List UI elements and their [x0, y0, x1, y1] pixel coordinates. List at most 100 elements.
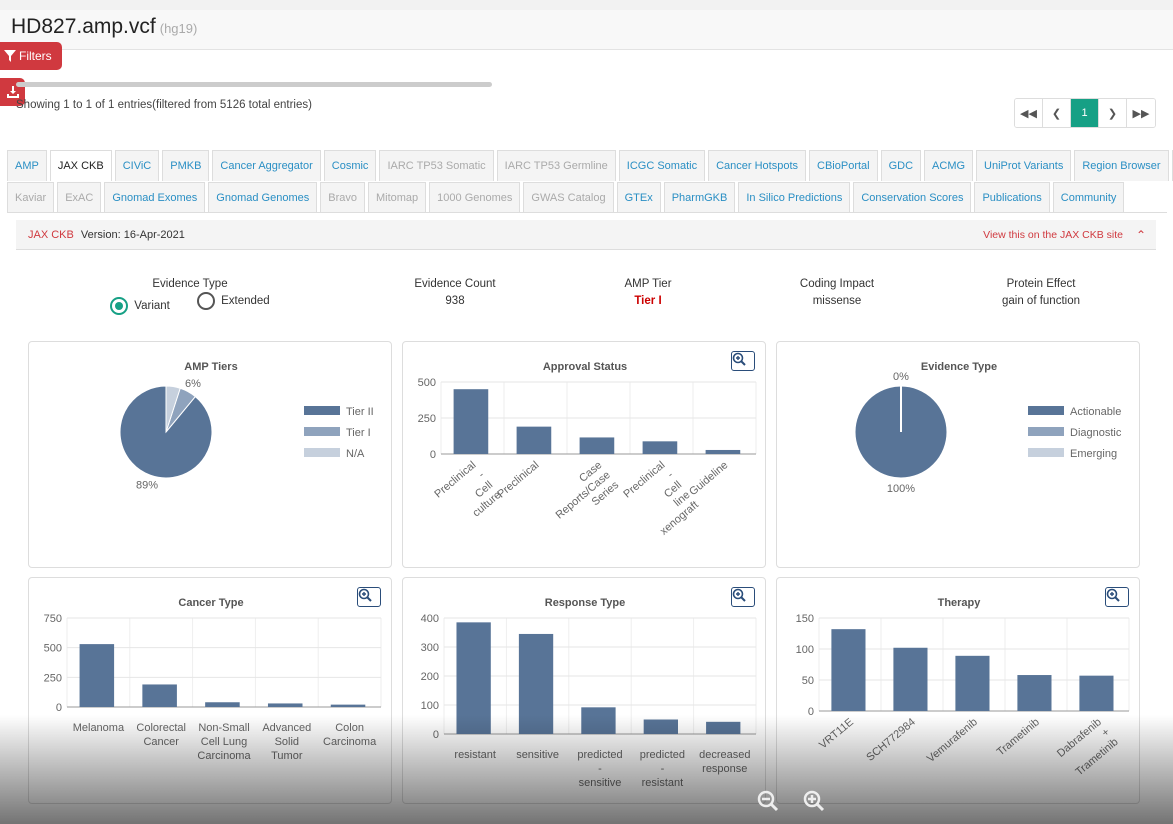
tab-gdc[interactable]: GDC [880, 150, 922, 181]
tab-uniprot-variants[interactable]: UniProt Variants [976, 150, 1072, 181]
tab-publications[interactable]: Publications [974, 182, 1050, 213]
tab-acmg[interactable]: ACMG [924, 150, 974, 181]
label-line: resistant [454, 749, 496, 761]
horizontal-scrollbar[interactable] [16, 82, 492, 87]
bar [142, 684, 177, 707]
tab-exac[interactable]: ExAC [57, 182, 102, 213]
y-tick-label: 250 [44, 672, 62, 684]
tab-bravo[interactable]: Bravo [320, 182, 365, 213]
y-tick-label: 0 [56, 702, 62, 714]
external-site-link[interactable]: View this on the JAX CKB site [983, 229, 1123, 241]
x-tick-label: sensitive [516, 749, 559, 761]
legend-swatch [1028, 448, 1064, 457]
tab-in-silico-predictions[interactable]: In Silico Predictions [738, 182, 851, 213]
tab-gnomad-genomes[interactable]: Gnomad Genomes [208, 182, 318, 213]
bar [1079, 675, 1114, 711]
x-tick-label: Melanoma [73, 722, 125, 734]
tab-amp[interactable]: AMP [7, 150, 47, 181]
tab-clinvar[interactable]: ClinVar [1171, 150, 1173, 181]
bar [831, 629, 866, 711]
tab-community[interactable]: Community [1052, 182, 1125, 213]
chart-zoom-button[interactable] [731, 351, 755, 371]
radio-checked-icon [110, 297, 129, 315]
therapy-chart: Therapy 0 50 100 150 VRT11E SCH772984 Vemurafen… [776, 577, 1140, 804]
chevron-up-icon[interactable]: ⌃ [1135, 228, 1146, 242]
next-page-button[interactable]: ❯ [1099, 99, 1127, 127]
tab-1000-genomes[interactable]: 1000 Genomes [429, 182, 521, 213]
x-tick-label: Preclinical-Celllinexenograft [621, 459, 701, 540]
tab-iarc-tp53-germline[interactable]: IARC TP53 Germline [496, 150, 616, 181]
zoom-in-icon[interactable] [803, 790, 825, 812]
x-tick-label: resistant [454, 749, 496, 761]
label-line: Colon [335, 722, 364, 734]
zoom-out-icon[interactable] [757, 790, 779, 812]
tab-cancer-hotspots[interactable]: Cancer Hotspots [708, 150, 807, 181]
label-line: Vemurafenib [925, 716, 980, 765]
zoom-in-icon [732, 352, 746, 366]
tab-jax-ckb[interactable]: JAX CKB [49, 150, 112, 181]
tab-pharmgkb[interactable]: PharmGKB [663, 182, 736, 213]
tab-icgc-somatic[interactable]: ICGC Somatic [618, 150, 706, 181]
legend-label: Tier I [346, 427, 371, 439]
tab-conservation-scores[interactable]: Conservation Scores [853, 182, 972, 213]
tab-cancer-aggregator[interactable]: Cancer Aggregator [212, 150, 321, 181]
tab-cbioportal[interactable]: CBioPortal [809, 150, 878, 181]
label-line: Carcinoma [323, 736, 377, 748]
panel-source: JAX CKB [28, 229, 74, 241]
tab-region-browser[interactable]: Region Browser [1074, 150, 1169, 181]
x-tick-label: Advanced Solid Tumor [262, 722, 311, 762]
y-tick-label: 500 [44, 643, 62, 655]
tab-row-2: Kaviar ExAC Gnomad Exomes Gnomad Genomes Bra… [7, 181, 1167, 213]
radio-variant[interactable]: Variant [110, 297, 170, 315]
x-tick-label: Guideline [687, 459, 730, 498]
tab-mitomap[interactable]: Mitomap [367, 182, 427, 213]
y-tick-label: 500 [418, 377, 436, 389]
label-line: Preclinical [621, 459, 667, 500]
tab-iarc-tp53-somatic[interactable]: IARC TP53 Somatic [379, 150, 494, 181]
tab-cosmic[interactable]: Cosmic [323, 150, 377, 181]
panel-header[interactable]: JAX CKB Version: 16-Apr-2021 View this o… [16, 220, 1156, 250]
bar [955, 655, 990, 711]
tab-gtex[interactable]: GTEx [616, 182, 661, 213]
evidence-type-selector: Evidence Type Variant Extended [90, 278, 290, 315]
bar [516, 426, 552, 454]
bar [1017, 675, 1052, 711]
bar [456, 622, 491, 734]
label-line: Carcinoma [197, 750, 251, 762]
chart-zoom-button[interactable] [357, 587, 381, 607]
label-line: Cancer [143, 736, 179, 748]
pie-data-label: 89% [136, 480, 158, 492]
x-tick-label: Colon Carcinoma [323, 722, 377, 748]
y-tick-label: 100 [421, 700, 439, 712]
page-1-button[interactable]: 1 [1071, 99, 1099, 127]
x-tick-label: Colorectal Cancer [136, 722, 186, 748]
x-tick-label: CaseReports/CaseSeries [545, 459, 621, 532]
evidence-type-chart: Evidence Type 100% Actionable 0% Diagnostic E… [776, 341, 1140, 568]
label-line: Solid [275, 736, 299, 748]
genome-build: (hg19) [159, 21, 198, 36]
radio-extended[interactable]: Extended [197, 292, 270, 310]
first-page-button[interactable]: ◀◀ [1015, 99, 1043, 127]
page-title: HD827.amp.vcf (hg19) [11, 15, 198, 38]
tab-gwas-catalog[interactable]: GWAS Catalog [523, 182, 614, 213]
x-tick-label: predicted - sensitive [577, 749, 622, 789]
evidence-type-svg: Evidence Type 100% Actionable 0% Diagnostic E… [854, 361, 1122, 495]
legend-swatch [1028, 406, 1064, 415]
approval-status-chart: Approval Status 0 250 500 Preclinical-Cellcu… [402, 341, 766, 568]
y-tick-label: 0 [433, 729, 439, 741]
legend-label: N/A [346, 448, 365, 460]
last-page-button[interactable]: ▶▶ [1127, 99, 1155, 127]
chart-zoom-button[interactable] [731, 587, 755, 607]
tab-civic[interactable]: CIViC [114, 150, 160, 181]
label-line: sensitive [516, 749, 559, 761]
tab-pmkb[interactable]: PMKB [162, 150, 210, 181]
tab-kaviar[interactable]: Kaviar [7, 182, 55, 213]
chart-zoom-button[interactable] [1105, 587, 1129, 607]
x-tick-label: Dabrafenib+Trametinib [1055, 716, 1121, 780]
x-tick-label: SCH772984 [864, 716, 918, 764]
filters-button[interactable]: Filters [0, 42, 62, 70]
prev-page-button[interactable]: ❮ [1043, 99, 1071, 127]
x-tick-label: Preclinical-Cellculture [432, 459, 503, 531]
tab-gnomad-exomes[interactable]: Gnomad Exomes [104, 182, 206, 213]
